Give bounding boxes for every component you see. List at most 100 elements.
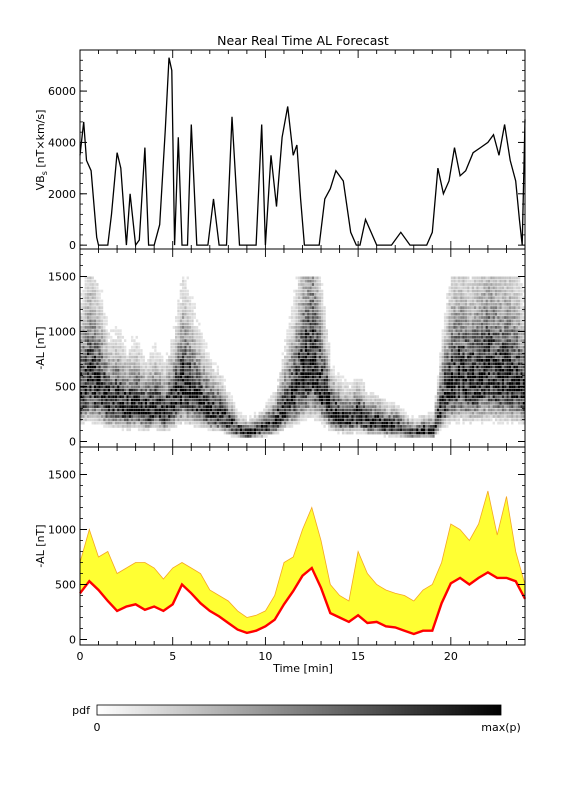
heatmap-cell — [117, 362, 120, 366]
heatmap-cell — [339, 395, 342, 399]
heatmap-cell — [103, 388, 106, 392]
heatmap-cell — [193, 395, 196, 399]
heatmap-cell — [158, 372, 162, 376]
heatmap-cell — [513, 405, 516, 409]
heatmap-cell — [485, 339, 488, 343]
heatmap-cell — [358, 401, 361, 405]
heatmap-cell — [103, 312, 106, 316]
heatmap-cell — [483, 385, 486, 389]
heatmap-cell — [492, 415, 495, 418]
heatmap-cell — [96, 395, 99, 399]
heatmap-cell — [358, 382, 361, 385]
heatmap-cell — [188, 352, 192, 356]
heatmap-cell — [432, 411, 435, 415]
heatmap-cell — [501, 345, 505, 349]
heatmap-cell — [288, 388, 291, 392]
heatmap-cell — [506, 283, 509, 286]
heatmap-cell — [182, 322, 185, 326]
heatmap-cell — [89, 319, 92, 323]
heatmap-cell — [179, 302, 183, 306]
heatmap-cell — [119, 385, 122, 389]
heatmap-cell — [293, 368, 296, 372]
heatmap-cell — [457, 299, 461, 303]
y-tick-label: 2000 — [48, 188, 76, 201]
heatmap-cell — [455, 345, 458, 349]
heatmap-cell — [300, 362, 303, 366]
heatmap-cell — [281, 362, 284, 366]
heatmap-cell — [233, 431, 236, 435]
heatmap-cell — [100, 395, 104, 399]
heatmap-cell — [82, 415, 85, 418]
heatmap-cell — [128, 395, 132, 399]
heatmap-cell — [492, 299, 495, 303]
heatmap-cell — [119, 355, 122, 359]
heatmap-cell — [87, 309, 90, 313]
heatmap-cell — [156, 375, 159, 379]
heatmap-cell — [202, 339, 206, 343]
heatmap-cell — [246, 428, 250, 432]
heatmap-cell — [207, 401, 210, 405]
heatmap-cell — [339, 378, 342, 382]
heatmap-cell — [82, 316, 85, 319]
heatmap-cell — [307, 296, 310, 300]
heatmap-cell — [96, 408, 99, 412]
heatmap-cell — [337, 418, 340, 422]
heatmap-cell — [506, 309, 509, 313]
heatmap-cell — [124, 385, 127, 389]
heatmap-cell — [202, 408, 206, 412]
heatmap-cell — [177, 368, 180, 372]
heatmap-cell — [446, 411, 449, 415]
heatmap-cell — [286, 359, 289, 362]
heatmap-cell — [390, 431, 393, 435]
heatmap-cell — [323, 322, 326, 326]
heatmap-cell — [511, 299, 514, 303]
heatmap-cell — [353, 408, 356, 412]
heatmap-cell — [209, 405, 213, 409]
heatmap-cell — [321, 355, 324, 359]
heatmap-cell — [193, 332, 196, 336]
heatmap-cell — [288, 382, 291, 385]
heatmap-cell — [321, 293, 324, 296]
heatmap-cell — [186, 388, 189, 392]
heatmap-cell — [270, 411, 273, 415]
heatmap-cell — [293, 418, 296, 422]
heatmap-cell — [172, 388, 176, 392]
heatmap-cell — [300, 312, 303, 316]
heatmap-cell — [344, 388, 347, 392]
heatmap-cell — [487, 365, 491, 369]
heatmap-cell — [471, 378, 475, 382]
heatmap-cell — [487, 342, 491, 346]
heatmap-cell — [307, 395, 310, 399]
heatmap-cell — [93, 326, 97, 329]
heatmap-cell — [304, 276, 308, 280]
heatmap-cell — [184, 293, 187, 296]
heatmap-cell — [182, 296, 185, 300]
heatmap-cell — [372, 408, 375, 412]
heatmap-cell — [346, 418, 349, 422]
heatmap-cell — [323, 352, 326, 356]
heatmap-cell — [114, 345, 118, 349]
heatmap-cell — [288, 408, 291, 412]
heatmap-cell — [360, 405, 363, 409]
heatmap-cell — [133, 368, 136, 372]
heatmap-cell — [471, 382, 475, 385]
heatmap-cell — [147, 385, 150, 389]
heatmap-cell — [195, 388, 199, 392]
heatmap-cell — [295, 355, 298, 359]
heatmap-cell — [487, 316, 491, 319]
heatmap-cell — [318, 283, 322, 286]
heatmap-cell — [230, 428, 234, 432]
heatmap-cell — [295, 392, 298, 395]
heatmap-cell — [260, 425, 264, 428]
heatmap-cell — [334, 385, 338, 389]
heatmap-cell — [497, 395, 500, 399]
heatmap-cell — [483, 296, 486, 300]
heatmap-cell — [186, 375, 189, 379]
heatmap-cell — [381, 405, 384, 409]
heatmap-cell — [98, 339, 101, 343]
heatmap-cell — [446, 339, 449, 343]
heatmap-cell — [443, 378, 447, 382]
heatmap-cell — [469, 411, 472, 415]
heatmap-cell — [467, 296, 470, 300]
heatmap-cell — [274, 428, 278, 432]
